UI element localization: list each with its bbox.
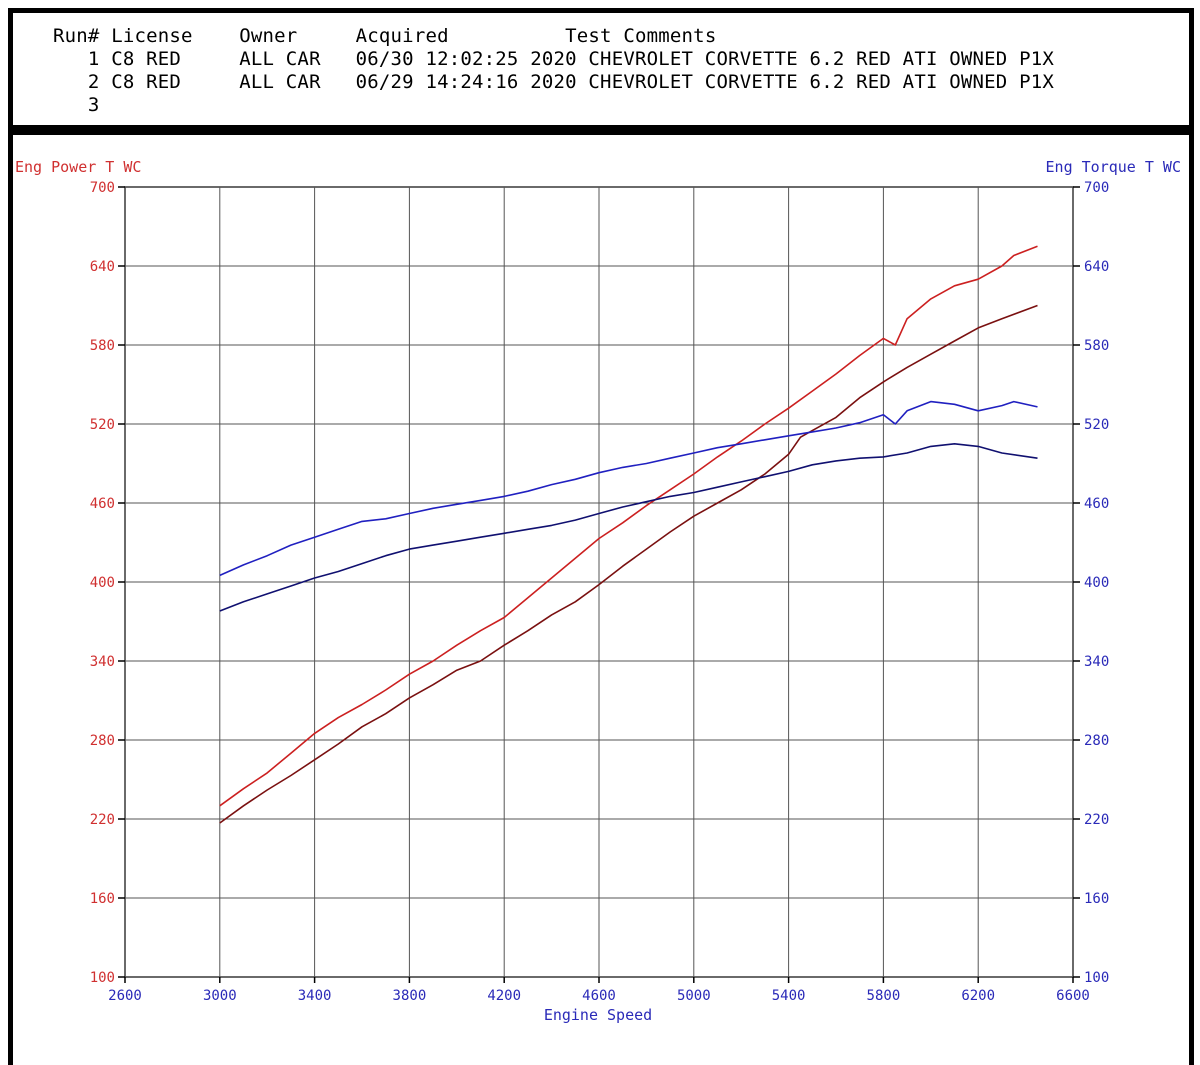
y-right-tick-label: 220 <box>1084 812 1109 828</box>
run-acquired: 06/30 12:02:25 <box>355 48 531 70</box>
y-right-tick-label: 460 <box>1084 496 1109 512</box>
x-tick-label: 6200 <box>961 988 995 1004</box>
col-acquired: Acquired <box>355 25 566 47</box>
run-owner: ALL CAR <box>239 48 356 70</box>
x-tick-label: 4200 <box>487 988 521 1004</box>
run-test: 2020 <box>530 48 589 70</box>
series-line-4 <box>219 442 1038 612</box>
x-tick-label: 3000 <box>203 988 237 1004</box>
y-right-tick-label: 160 <box>1084 891 1109 907</box>
col-run: Run# <box>53 25 112 47</box>
y-right-tick-label: 400 <box>1084 575 1109 591</box>
run-test: 2020 <box>530 71 589 93</box>
y-right-tick-label: 280 <box>1084 733 1109 749</box>
series-line-2 <box>219 304 1038 824</box>
run-row-2: 2 C8 RED ALL CAR 06/29 14:24:16 2020 CHE… <box>53 71 1054 93</box>
col-license: License <box>111 25 240 47</box>
x-tick-label: 5400 <box>772 988 806 1004</box>
y-left-tick-label: 700 <box>90 180 115 196</box>
dyno-chart-panel <box>8 130 1194 1065</box>
y-axis-left-label: Eng Power T WC <box>15 158 141 176</box>
y-axis-right-label: Eng Torque T WC <box>1046 158 1181 176</box>
run-comments: CHEVROLET CORVETTE 6.2 RED ATI OWNED P1X <box>588 71 1054 93</box>
run-comments: CHEVROLET CORVETTE 6.2 RED ATI OWNED P1X <box>588 48 1054 70</box>
y-right-tick-label: 700 <box>1084 180 1109 196</box>
run-header-row: Run# License Owner Acquired Test Comment… <box>53 25 716 47</box>
x-tick-label: 3800 <box>393 988 427 1004</box>
run-license: C8 RED <box>111 71 240 93</box>
run-row-1: 1 C8 RED ALL CAR 06/30 12:02:25 2020 CHE… <box>53 48 1054 70</box>
x-tick-label: 5000 <box>677 988 711 1004</box>
run-number: 3 <box>53 94 112 116</box>
run-number: 1 <box>53 48 112 70</box>
y-left-tick-label: 160 <box>90 891 115 907</box>
chart-series <box>219 245 1038 824</box>
x-tick-label: 4600 <box>582 988 616 1004</box>
run-number: 2 <box>53 71 112 93</box>
y-left-tick-label: 520 <box>90 417 115 433</box>
y-left-tick-label: 100 <box>90 970 115 986</box>
y-right-tick-label: 640 <box>1084 259 1109 275</box>
y-right-tick-label: 520 <box>1084 417 1109 433</box>
chart-grid <box>118 186 1080 983</box>
col-owner: Owner <box>239 25 356 47</box>
y-left-tick-label: 220 <box>90 812 115 828</box>
col-comments: Comments <box>623 25 717 47</box>
y-left-tick-label: 640 <box>90 259 115 275</box>
run-license: C8 RED <box>111 48 240 70</box>
y-left-tick-label: 280 <box>90 733 115 749</box>
y-right-tick-label: 100 <box>1084 970 1109 986</box>
y-left-tick-label: 400 <box>90 575 115 591</box>
series-line-1 <box>219 245 1038 807</box>
series-line-3 <box>219 400 1038 577</box>
chart-ticks: 2600 3000 3400 3800 4200 4600 5000 5400 5800 6200… <box>90 180 1110 1004</box>
y-left-tick-label: 340 <box>90 654 115 670</box>
x-tick-label: 2600 <box>108 988 142 1004</box>
y-right-tick-label: 340 <box>1084 654 1109 670</box>
y-left-tick-label: 580 <box>90 338 115 354</box>
y-left-tick-label: 460 <box>90 496 115 512</box>
y-right-tick-label: 580 <box>1084 338 1109 354</box>
col-test: Test <box>565 25 624 47</box>
x-tick-label: 6600 <box>1056 988 1090 1004</box>
run-info-panel: Run# License Owner Acquired Test Comment… <box>8 8 1194 130</box>
x-tick-label: 5800 <box>867 988 901 1004</box>
x-tick-label: 3400 <box>298 988 332 1004</box>
run-owner: ALL CAR <box>239 71 356 93</box>
x-axis-label: Engine Speed <box>544 1006 652 1024</box>
run-row-3: 3 <box>53 94 530 116</box>
run-acquired: 06/29 14:24:16 <box>355 71 531 93</box>
